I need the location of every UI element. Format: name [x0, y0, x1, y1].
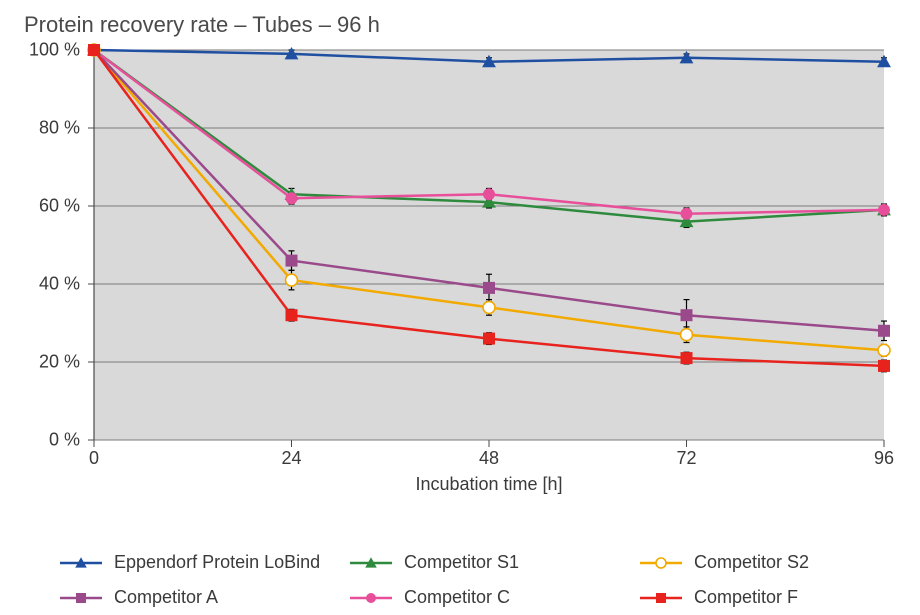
legend-item: Competitor A	[58, 587, 338, 608]
y-tick-label: 60 %	[18, 196, 80, 217]
legend-swatch	[348, 590, 394, 606]
x-tick-label: 0	[89, 448, 99, 469]
legend-swatch	[638, 590, 684, 606]
y-tick-label: 20 %	[18, 352, 80, 373]
legend-item: Competitor S2	[638, 552, 918, 573]
legend-label: Competitor C	[404, 587, 510, 608]
legend-item: Competitor F	[638, 587, 918, 608]
legend-label: Competitor A	[114, 587, 218, 608]
y-tick-label: 40 %	[18, 274, 80, 295]
legend-swatch	[58, 590, 104, 606]
chart-container: Protein recovery rate – Tubes – 96 h Inc…	[0, 0, 920, 615]
legend-label: Competitor S1	[404, 552, 519, 573]
y-tick-label: 80 %	[18, 118, 80, 139]
chart-title: Protein recovery rate – Tubes – 96 h	[24, 12, 902, 38]
y-tick-label: 100 %	[18, 40, 80, 61]
legend-label: Competitor S2	[694, 552, 809, 573]
x-tick-label: 24	[281, 448, 301, 469]
legend-label: Eppendorf Protein LoBind	[114, 552, 320, 573]
plot-inner: Incubation time [h] 024487296	[94, 50, 884, 440]
legend: Eppendorf Protein LoBind Competitor S1 Com…	[58, 552, 902, 608]
legend-item: Eppendorf Protein LoBind	[58, 552, 338, 573]
legend-swatch	[638, 555, 684, 571]
legend-label: Competitor F	[694, 587, 798, 608]
x-tick-label: 96	[874, 448, 894, 469]
y-tick-label: 0 %	[18, 430, 80, 451]
legend-swatch	[348, 555, 394, 571]
x-tick-label: 48	[479, 448, 499, 469]
plot-svg	[94, 50, 884, 440]
legend-swatch	[58, 555, 104, 571]
x-axis-title: Incubation time [h]	[415, 474, 562, 495]
legend-item: Competitor S1	[348, 552, 628, 573]
legend-item: Competitor C	[348, 587, 628, 608]
plot-area: Incubation time [h] 024487296 0 % 20 % 40 …	[18, 44, 898, 484]
x-tick-label: 72	[676, 448, 696, 469]
